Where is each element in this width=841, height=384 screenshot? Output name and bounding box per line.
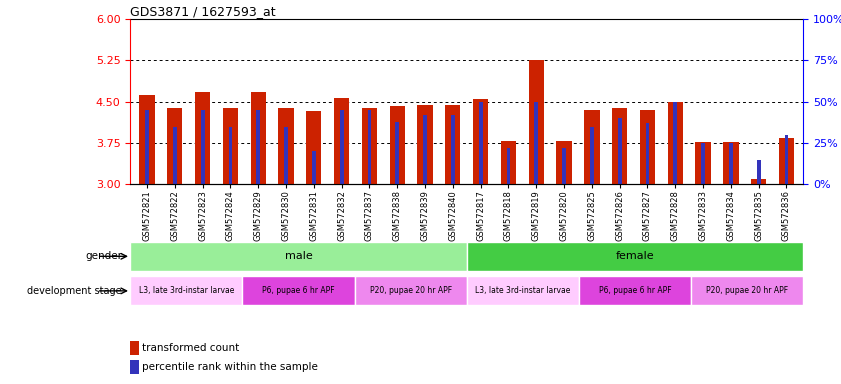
Bar: [312, 151, 315, 184]
Text: P20, pupae 20 hr APF: P20, pupae 20 hr APF: [370, 286, 452, 295]
Bar: [130, 360, 139, 374]
Text: P20, pupae 20 hr APF: P20, pupae 20 hr APF: [706, 286, 788, 295]
Bar: [723, 142, 738, 184]
Bar: [646, 123, 649, 184]
Bar: [451, 115, 455, 184]
Bar: [340, 110, 344, 184]
Bar: [701, 143, 705, 184]
Bar: [467, 242, 803, 271]
Bar: [618, 118, 621, 184]
Bar: [130, 341, 139, 355]
Bar: [691, 276, 803, 305]
Bar: [167, 108, 182, 184]
Text: percentile rank within the sample: percentile rank within the sample: [142, 362, 318, 372]
Bar: [500, 141, 516, 184]
Text: transformed count: transformed count: [142, 343, 240, 353]
Bar: [674, 102, 677, 184]
Bar: [612, 108, 627, 184]
Bar: [173, 127, 177, 184]
Bar: [140, 95, 155, 184]
Bar: [534, 102, 538, 184]
Bar: [562, 148, 566, 184]
Bar: [729, 143, 733, 184]
Bar: [362, 108, 377, 184]
Bar: [389, 106, 405, 184]
Bar: [201, 110, 204, 184]
Bar: [467, 276, 579, 305]
Bar: [584, 110, 600, 184]
Bar: [306, 111, 321, 184]
Bar: [590, 127, 594, 184]
Bar: [557, 141, 572, 184]
Bar: [579, 276, 691, 305]
Text: male: male: [285, 251, 312, 262]
Text: L3, late 3rd-instar larvae: L3, late 3rd-instar larvae: [475, 286, 570, 295]
Bar: [751, 179, 766, 184]
Bar: [284, 127, 288, 184]
Bar: [757, 160, 760, 184]
Bar: [368, 110, 372, 184]
Bar: [355, 276, 467, 305]
Bar: [395, 122, 399, 184]
Bar: [423, 115, 427, 184]
Bar: [257, 110, 260, 184]
Bar: [130, 276, 242, 305]
Bar: [130, 242, 467, 271]
Bar: [785, 135, 788, 184]
Bar: [779, 138, 794, 184]
Bar: [278, 108, 294, 184]
Text: P6, pupae 6 hr APF: P6, pupae 6 hr APF: [599, 286, 671, 295]
Bar: [473, 99, 489, 184]
Bar: [145, 110, 149, 184]
Bar: [479, 102, 483, 184]
Bar: [696, 142, 711, 184]
Bar: [640, 110, 655, 184]
Bar: [506, 148, 510, 184]
Bar: [195, 92, 210, 184]
Text: L3, late 3rd-instar larvae: L3, late 3rd-instar larvae: [139, 286, 234, 295]
Text: P6, pupae 6 hr APF: P6, pupae 6 hr APF: [262, 286, 335, 295]
Bar: [417, 105, 433, 184]
Bar: [334, 98, 349, 184]
Bar: [251, 92, 266, 184]
Bar: [529, 61, 544, 184]
Text: female: female: [616, 251, 654, 262]
Text: development stage: development stage: [27, 286, 122, 296]
Text: GDS3871 / 1627593_at: GDS3871 / 1627593_at: [130, 5, 276, 18]
Bar: [242, 276, 355, 305]
Bar: [668, 102, 683, 184]
Text: gender: gender: [85, 251, 122, 262]
Bar: [229, 127, 232, 184]
Bar: [223, 108, 238, 184]
Bar: [445, 105, 461, 184]
